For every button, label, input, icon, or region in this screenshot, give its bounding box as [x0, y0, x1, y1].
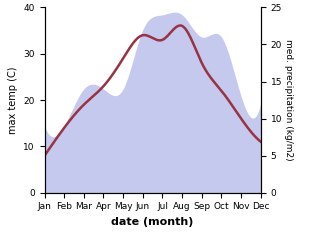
Y-axis label: med. precipitation (kg/m2): med. precipitation (kg/m2) — [284, 39, 293, 161]
Y-axis label: max temp (C): max temp (C) — [8, 66, 18, 134]
X-axis label: date (month): date (month) — [111, 217, 194, 227]
